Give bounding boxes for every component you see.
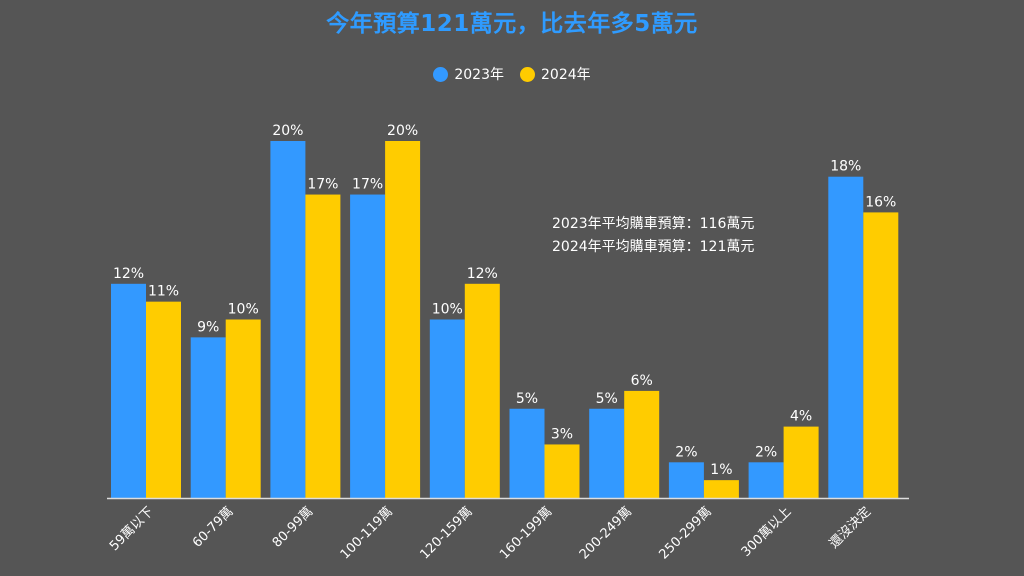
bar-2023-2 [190, 337, 226, 498]
data-label-2024-1: 11% [148, 284, 179, 300]
data-label-2024-7: 6% [631, 373, 653, 389]
x-tick-label-5: 120-159萬 [417, 504, 475, 562]
bar-2024-4 [385, 141, 421, 498]
bar-2023-6 [509, 408, 545, 498]
bar-2023-8 [668, 462, 704, 498]
legend-label-2023: 2023年 [454, 67, 504, 83]
bar-2024-3 [305, 194, 341, 499]
bar-2024-9 [783, 426, 819, 498]
data-label-2024-4: 20% [387, 123, 418, 139]
legend: 2023年 2024年 [0, 64, 1024, 84]
annotation-2024-average: 2024年平均購車預算：121萬元 [552, 239, 755, 255]
x-tick-label-3: 80-99萬 [270, 504, 317, 551]
x-tick-label-2: 60-79萬 [190, 504, 237, 551]
data-label-2024-5: 12% [467, 266, 498, 282]
bar-2023-10 [828, 176, 864, 498]
legend-swatch-2024 [520, 66, 535, 82]
data-label-2024-10: 16% [865, 194, 896, 210]
data-label-2023-10: 18% [830, 159, 861, 175]
bar-2024-1 [146, 301, 181, 498]
data-label-2023-4: 17% [352, 177, 383, 193]
bar-2024-10 [863, 212, 899, 498]
x-tick-label-6: 160-199萬 [497, 504, 555, 562]
data-label-2024-3: 17% [307, 177, 338, 193]
x-tick-label-1: 59萬以下 [107, 504, 157, 554]
data-label-2023-2: 9% [197, 319, 219, 335]
legend-item-2023: 2023年 [433, 64, 504, 84]
bar-2023-9 [748, 462, 784, 498]
bar-2023-1 [111, 283, 146, 498]
data-label-2023-1: 12% [113, 266, 144, 282]
data-label-2024-8: 1% [710, 462, 732, 478]
data-label-2024-6: 3% [551, 426, 573, 442]
bar-2024-8 [703, 480, 739, 498]
legend-item-2024: 2024年 [520, 64, 591, 84]
data-label-2023-3: 20% [272, 123, 303, 139]
x-tick-label-9: 300萬以上 [739, 504, 795, 560]
legend-swatch-2023 [433, 66, 449, 82]
chart-title: 今年預算121萬元，比去年多5萬元 [326, 11, 698, 37]
data-label-2024-9: 4% [790, 409, 812, 425]
bar-2023-5 [429, 319, 465, 498]
data-label-2023-5: 10% [432, 302, 463, 318]
bar-2024-5 [464, 283, 500, 498]
x-tick-label-10: 還沒決定 [827, 504, 874, 551]
bar-2024-7 [624, 390, 660, 498]
data-label-2023-9: 2% [755, 444, 777, 460]
bar-2023-7 [589, 408, 625, 498]
data-label-2023-8: 2% [675, 444, 697, 460]
bar-2024-6 [544, 444, 580, 498]
x-tick-label-8: 250-299萬 [657, 504, 715, 562]
data-label-2023-7: 5% [596, 391, 618, 407]
data-label-2023-6: 5% [516, 391, 538, 407]
bar-2023-3 [270, 141, 306, 498]
x-tick-label-4: 100-119萬 [338, 504, 396, 562]
data-label-2024-2: 10% [228, 302, 259, 318]
bar-2024-2 [225, 319, 261, 498]
annotation-2023-average: 2023年平均購車預算：116萬元 [552, 216, 755, 232]
legend-label-2024: 2024年 [541, 67, 591, 83]
x-tick-label-7: 200-249萬 [577, 504, 635, 562]
bar-2023-4 [350, 194, 386, 499]
